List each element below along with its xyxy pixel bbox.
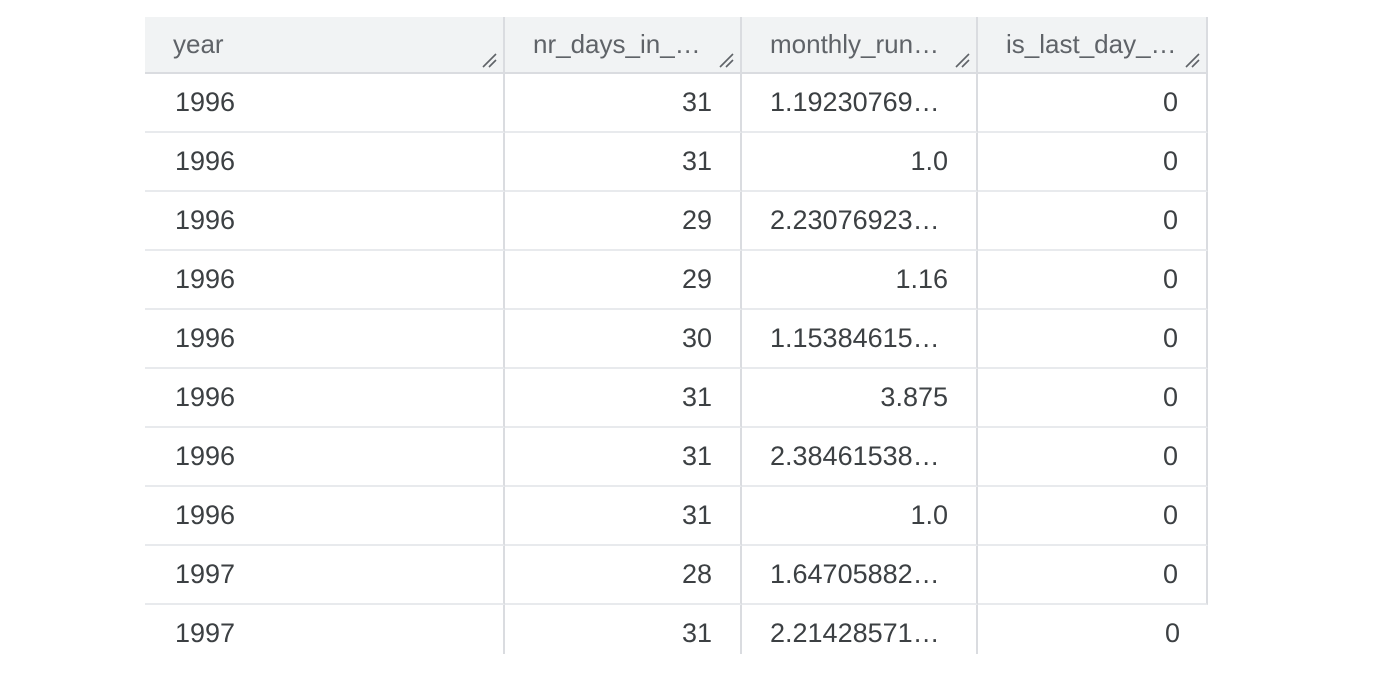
table-cell[interactable]: 1.0: [742, 487, 978, 546]
column-header-year[interactable]: year: [145, 17, 505, 74]
table-cell[interactable]: 3.875: [742, 369, 978, 428]
table-cell[interactable]: 1996: [145, 74, 505, 133]
column-header-label: is_last_day_…: [1006, 29, 1177, 59]
table-cell[interactable]: 1996: [145, 133, 505, 192]
table-cell[interactable]: 0: [978, 251, 1208, 310]
table-cell[interactable]: 0: [978, 74, 1208, 133]
table-cell[interactable]: 1.19230769…: [742, 74, 978, 133]
table-cell[interactable]: 1996: [145, 310, 505, 369]
table-cell[interactable]: 30: [505, 310, 742, 369]
table-cell[interactable]: 2.21428571…: [742, 605, 978, 654]
table-cell[interactable]: 28: [505, 546, 742, 605]
column-header-is-last-day[interactable]: is_last_day_…: [978, 17, 1208, 74]
table-cell[interactable]: 1996: [145, 369, 505, 428]
table-cell[interactable]: 2.38461538…: [742, 428, 978, 487]
table-cell[interactable]: 29: [505, 192, 742, 251]
results-table: year nr_days_in_… monthly_run… is_last_d…: [145, 17, 1208, 654]
column-header-label: year: [173, 29, 224, 59]
resize-handle-icon[interactable]: [954, 52, 970, 68]
table-cell[interactable]: 1996: [145, 428, 505, 487]
table-cell[interactable]: 0: [978, 546, 1208, 605]
table-cell[interactable]: 31: [505, 74, 742, 133]
table-cell[interactable]: 29: [505, 251, 742, 310]
table-cell[interactable]: 0: [978, 428, 1208, 487]
column-header-nr-days[interactable]: nr_days_in_…: [505, 17, 742, 74]
table-cell[interactable]: 0: [978, 310, 1208, 369]
resize-handle-icon[interactable]: [481, 52, 497, 68]
resize-handle-icon[interactable]: [1184, 52, 1200, 68]
table-cell[interactable]: 2.23076923…: [742, 192, 978, 251]
column-header-label: monthly_run…: [770, 29, 940, 59]
column-header-monthly-run[interactable]: monthly_run…: [742, 17, 978, 74]
table-cell[interactable]: 31: [505, 369, 742, 428]
table-cell[interactable]: 1996: [145, 251, 505, 310]
table-cell[interactable]: 1997: [145, 546, 505, 605]
table-cell[interactable]: 31: [505, 428, 742, 487]
column-header-label: nr_days_in_…: [533, 29, 701, 59]
table-cell[interactable]: 1.15384615…: [742, 310, 978, 369]
table-cell[interactable]: 1996: [145, 192, 505, 251]
table-cell[interactable]: 0: [978, 487, 1208, 546]
table-cell[interactable]: 1.16: [742, 251, 978, 310]
table-cell[interactable]: 31: [505, 487, 742, 546]
table-cell[interactable]: 1997: [145, 605, 505, 654]
table-cell[interactable]: 1996: [145, 487, 505, 546]
table-cell[interactable]: 0: [978, 605, 1208, 654]
table-cell[interactable]: 0: [978, 192, 1208, 251]
table-cell[interactable]: 1.0: [742, 133, 978, 192]
table-cell[interactable]: 1.64705882…: [742, 546, 978, 605]
results-grid: year nr_days_in_… monthly_run… is_last_d…: [145, 17, 1208, 654]
table-cell[interactable]: 31: [505, 605, 742, 654]
table-cell[interactable]: 31: [505, 133, 742, 192]
table-cell[interactable]: 0: [978, 369, 1208, 428]
resize-handle-icon[interactable]: [718, 52, 734, 68]
table-cell[interactable]: 0: [978, 133, 1208, 192]
